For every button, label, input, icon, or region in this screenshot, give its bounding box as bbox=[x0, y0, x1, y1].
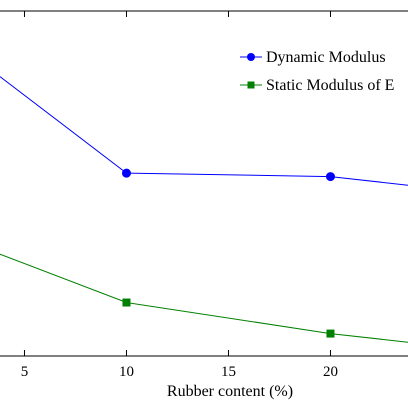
legend-entry-2: Static Modulus of E bbox=[266, 77, 394, 94]
x-axis-ticks: 5 10 15 20 bbox=[21, 11, 338, 380]
legend-marker-1 bbox=[247, 53, 255, 61]
x-tick-label: 20 bbox=[323, 364, 338, 380]
series-line-1 bbox=[0, 76, 408, 186]
plot-area bbox=[0, 10, 408, 357]
data-point bbox=[122, 298, 131, 307]
x-tick-label: 15 bbox=[221, 364, 236, 380]
legend: Dynamic Modulus Static Modulus of E bbox=[240, 49, 394, 94]
legend-marker-2 bbox=[247, 81, 255, 89]
legend-entry-1: Dynamic Modulus bbox=[266, 49, 386, 66]
data-point bbox=[121, 168, 131, 178]
series-line-2 bbox=[0, 253, 408, 343]
x-tick-label: 5 bbox=[21, 364, 29, 380]
data-point bbox=[326, 329, 335, 338]
x-axis-label: Rubber content (%) bbox=[167, 383, 293, 400]
x-tick-label: 10 bbox=[119, 364, 134, 380]
data-point bbox=[325, 172, 335, 182]
